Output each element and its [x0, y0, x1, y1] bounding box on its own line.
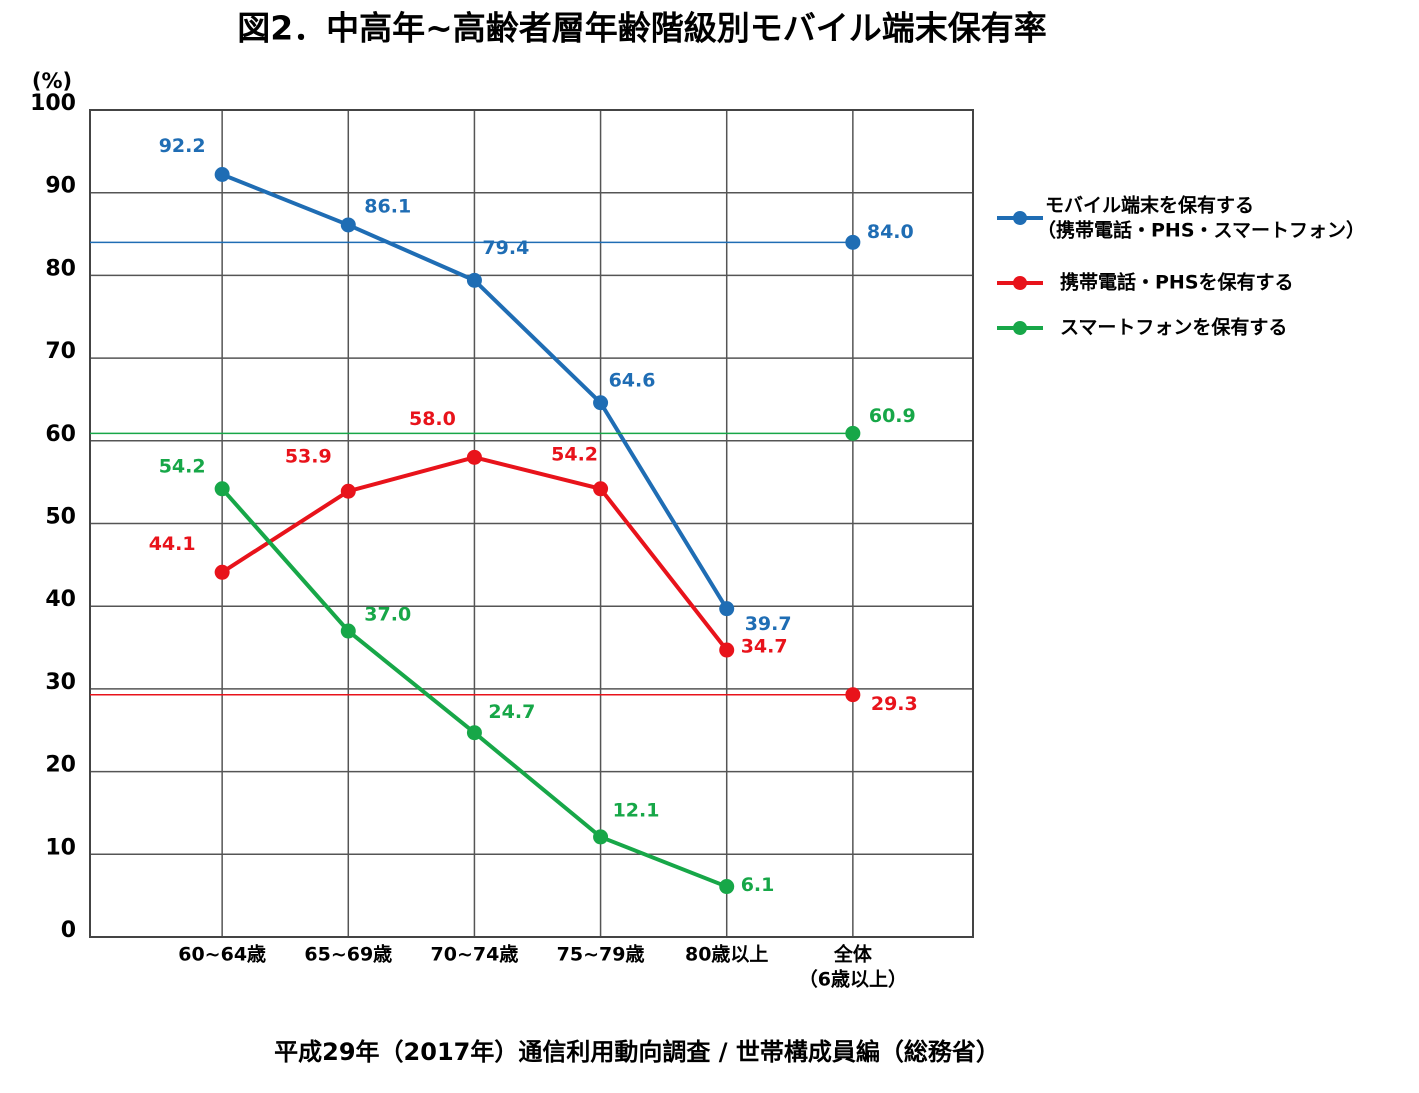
data-point — [845, 234, 861, 250]
y-tick-label: 0 — [61, 918, 76, 943]
data-label: 6.1 — [741, 874, 775, 896]
legend-marker — [1013, 321, 1027, 335]
legend-label: スマートフォンを保有する — [1060, 316, 1287, 339]
x-tick-label: 全体 — [833, 943, 873, 966]
y-tick-label: 20 — [45, 753, 76, 778]
plot-border — [89, 109, 974, 938]
data-point — [593, 395, 609, 411]
data-point — [214, 564, 230, 580]
y-tick-label: 70 — [45, 339, 76, 364]
x-tick-label: （6歳以上） — [799, 968, 907, 991]
data-point — [593, 829, 609, 845]
y-tick-label: 90 — [45, 174, 76, 199]
data-point — [845, 687, 861, 703]
legend-label: 携帯電話・PHSを保有する — [1060, 271, 1294, 294]
data-label: 58.0 — [409, 408, 456, 430]
data-label: 54.2 — [551, 443, 598, 465]
data-label: 12.1 — [613, 799, 660, 821]
y-tick-label: 30 — [45, 670, 76, 695]
source: 平成29年（2017年）通信利用動向調査 / 世帯構成員編（総務省） — [274, 1038, 1000, 1066]
y-tick-label: 100 — [30, 91, 76, 116]
data-point — [340, 623, 356, 639]
data-point — [214, 167, 230, 183]
data-point — [466, 449, 482, 465]
data-label: 34.7 — [741, 636, 788, 658]
data-label: 24.7 — [488, 701, 535, 723]
y-tick-label: 80 — [45, 256, 76, 281]
data-point — [466, 725, 482, 741]
data-label: 79.4 — [482, 237, 529, 259]
x-tick-label: 60~64歳 — [178, 944, 266, 966]
data-label: 53.9 — [285, 446, 332, 468]
y-tick-label: 40 — [45, 587, 76, 612]
data-point — [340, 483, 356, 499]
data-label: 60.9 — [869, 405, 916, 427]
x-tick-label: 70~74歳 — [431, 944, 519, 966]
legend-label: （携帯電話・PHS・スマートフォン） — [1037, 219, 1365, 242]
legend-label: モバイル端末を保有する — [1045, 194, 1254, 217]
y-tick-label: 50 — [45, 505, 76, 530]
data-label: 86.1 — [364, 195, 411, 217]
data-point — [593, 481, 609, 497]
x-tick-label: 65~69歳 — [304, 944, 392, 966]
data-point — [719, 642, 735, 658]
y-tick-label: 60 — [45, 422, 76, 447]
legend-marker — [1013, 276, 1027, 290]
data-label: 84.0 — [867, 221, 914, 243]
data-label: 54.2 — [159, 455, 206, 477]
data-point — [214, 481, 230, 497]
data-point — [719, 601, 735, 617]
data-point — [719, 879, 735, 895]
data-label: 64.6 — [609, 369, 656, 391]
data-point — [466, 272, 482, 288]
legend-marker — [1013, 211, 1027, 225]
data-point — [340, 217, 356, 233]
data-label: 39.7 — [745, 613, 792, 635]
chart-title: 図2．中高年~高齢者層年齢階級別モバイル端末保有率 — [237, 9, 1047, 48]
data-label: 29.3 — [871, 693, 918, 715]
data-label: 44.1 — [149, 533, 196, 555]
x-tick-label: 80歳以上 — [685, 944, 768, 966]
data-label: 37.0 — [364, 604, 411, 626]
y-tick-label: 10 — [45, 835, 76, 860]
data-point — [845, 425, 861, 441]
x-tick-label: 75~79歳 — [557, 944, 645, 966]
data-label: 92.2 — [159, 135, 206, 157]
y-axis-label: (%) — [32, 69, 72, 93]
